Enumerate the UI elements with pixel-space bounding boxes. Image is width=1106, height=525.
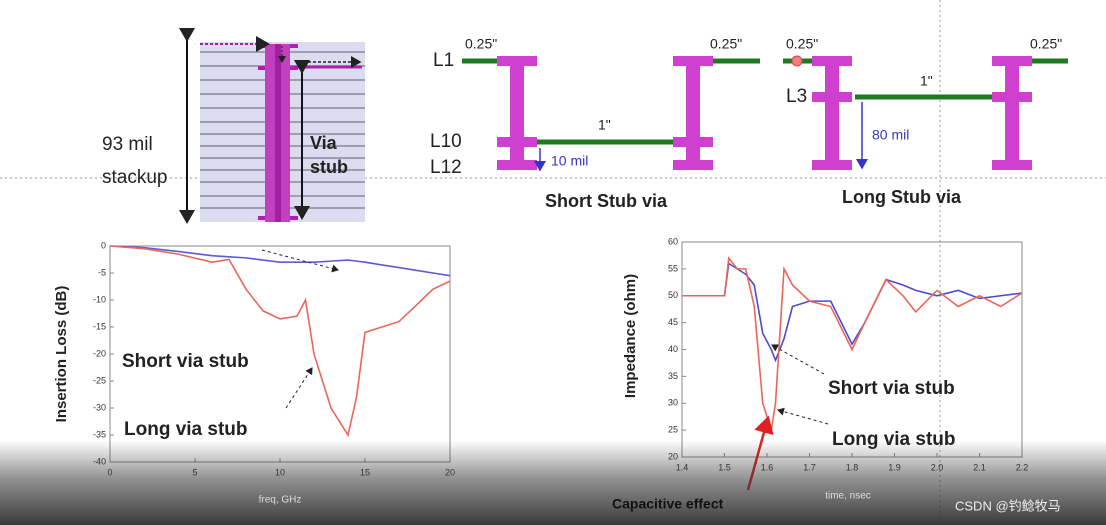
long-stub-diagram: L3 0.25" 0.25" 1" 80 mil Long Stub via: [783, 36, 1068, 207]
video-overlay: [0, 440, 1106, 525]
y-tick-label: -15: [93, 321, 106, 331]
stackup-diagram: 93 mil stackup Via stub: [102, 28, 365, 224]
stackup-label: 93 mil: [102, 134, 153, 155]
x-axis-label: time, nsec: [825, 491, 871, 502]
stub-length: 80 mil: [872, 127, 909, 143]
series-label: Short via stub: [828, 378, 955, 399]
data-line: [109, 245, 451, 438]
y-tick-label: -35: [93, 429, 106, 439]
watermark: CSDN @钓鲶牧马: [955, 498, 1061, 513]
annotation-arrow: [777, 407, 829, 425]
diagram-title: Short Stub via: [545, 191, 668, 211]
length-label: 0.25": [1030, 36, 1062, 52]
y-tick-label: 35: [668, 371, 678, 381]
annotation: Capacitive effect: [612, 496, 724, 512]
y-tick-label: -30: [93, 402, 106, 412]
y-axis-label: Insertion Loss (dB): [53, 286, 70, 423]
y-axis-label: Impedance (ohm): [622, 274, 639, 398]
layer-label: L10: [430, 131, 462, 152]
y-tick-label: -5: [98, 267, 106, 277]
y-tick-label: -10: [93, 294, 106, 304]
series-label: Short via stub: [122, 351, 249, 372]
length-label: 0.25": [710, 36, 742, 52]
layer-label: L1: [433, 50, 454, 71]
annotation-arrow: [771, 344, 825, 375]
annotation-arrow: [285, 367, 313, 409]
stub-length: 10 mil: [551, 153, 588, 169]
overlay-labels: freq, GHz time, nsec Capacitive effect: [259, 491, 871, 512]
length-label: 0.25": [465, 36, 497, 52]
annotation-arrow: [261, 249, 339, 273]
diagram-title: Long Stub via: [842, 187, 962, 207]
y-tick-label: 30: [668, 398, 678, 408]
layer-label: L3: [786, 86, 807, 107]
length-label: 0.25": [786, 36, 818, 52]
y-tick-label: -25: [93, 375, 106, 385]
length-label: 1": [598, 117, 611, 133]
data-line: [109, 245, 451, 277]
y-tick-label: 45: [668, 317, 678, 327]
via-stub-label: stub: [310, 157, 348, 177]
y-tick-label: 55: [668, 263, 678, 273]
y-tick-label: 60: [668, 236, 678, 246]
data-line: [682, 262, 1023, 363]
series-label: Long via stub: [124, 419, 248, 440]
data-line: [682, 256, 1023, 431]
short-stub-diagram: L1 L10 L12 0.25" 0.25" 1" 10 mil Short S…: [430, 36, 760, 211]
y-tick-label: 40: [668, 344, 678, 354]
y-tick-label: 25: [668, 425, 678, 435]
via-stub-label: Via: [310, 133, 338, 153]
stackup-label: stackup: [102, 167, 167, 188]
y-tick-label: 0: [101, 240, 106, 250]
y-tick-label: 50: [668, 290, 678, 300]
y-tick-label: -20: [93, 348, 106, 358]
layer-label: L12: [430, 157, 462, 178]
length-label: 1": [920, 73, 933, 89]
x-axis-label: freq, GHz: [259, 495, 302, 506]
